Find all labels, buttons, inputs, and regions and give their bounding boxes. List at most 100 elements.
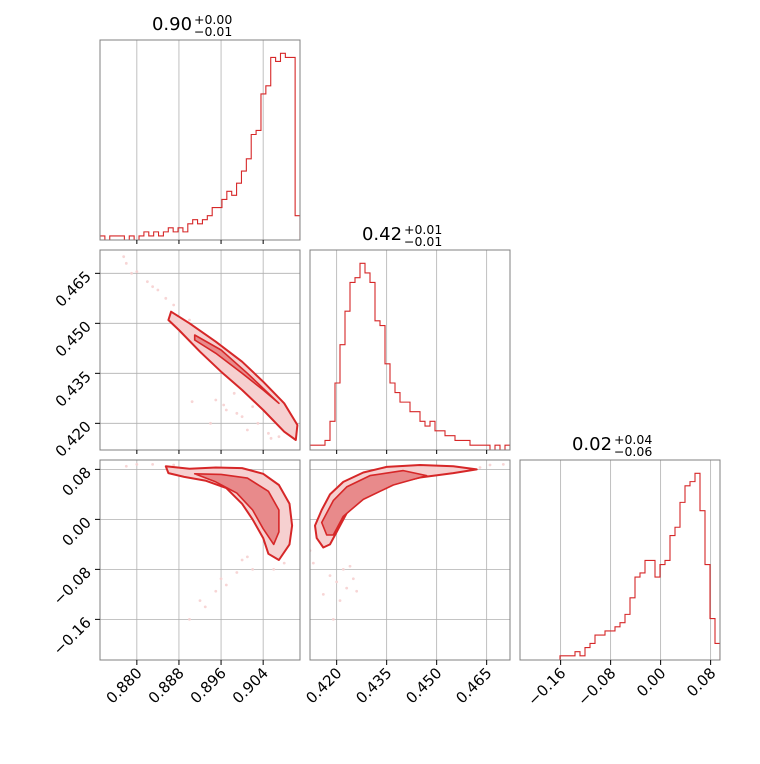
- x-tick-label: 0.465: [452, 664, 495, 707]
- x-tick-label: 0.00: [633, 664, 669, 700]
- sample-point: [198, 599, 202, 603]
- sample-point: [164, 296, 168, 300]
- sample-point: [219, 577, 223, 581]
- x-tick-label: 0.904: [229, 664, 272, 707]
- sample-point: [269, 436, 273, 440]
- sample-point: [235, 571, 239, 574]
- histogram-title-1: 0.42: [362, 224, 402, 245]
- panel-frame: [309, 459, 511, 661]
- sample-point: [341, 567, 345, 571]
- contour-inner: [193, 472, 280, 546]
- histogram-step-line: [100, 52, 300, 240]
- sample-point: [203, 605, 207, 609]
- sample-point: [355, 589, 359, 593]
- sample-point: [272, 567, 276, 571]
- sample-point: [351, 577, 355, 581]
- panel-frame: [519, 459, 721, 661]
- x-tick-label: −0.16: [524, 664, 569, 709]
- sample-point: [245, 555, 249, 559]
- sample-point: [156, 288, 160, 292]
- sample-point: [122, 255, 126, 259]
- sample-point: [135, 270, 139, 274]
- pair-panel-1-2: [310, 460, 510, 660]
- y-tick-label: 0.00: [58, 513, 94, 549]
- histogram-title-upper-2: +0.04: [614, 432, 652, 447]
- sample-point: [328, 574, 332, 578]
- panel-frame: [99, 39, 301, 241]
- histogram-title-lower-0: −0.01: [194, 24, 232, 39]
- sample-point: [145, 280, 149, 284]
- y-tick-label: −0.16: [50, 613, 95, 658]
- y-tick-label: −0.08: [50, 563, 95, 608]
- sample-point: [224, 408, 228, 412]
- y-tick-label: 0.465: [52, 267, 95, 310]
- x-tick-label: 0.880: [103, 664, 146, 707]
- contour-outer: [167, 310, 299, 441]
- sample-point: [232, 391, 236, 395]
- histogram-title-2: 0.02: [572, 434, 612, 455]
- sample-point: [188, 617, 191, 621]
- sample-point: [348, 564, 352, 568]
- sample-point: [245, 428, 249, 432]
- histogram-panel-2: 0.02 +0.04−0.06: [519, 432, 721, 661]
- histogram-panel-1: 0.42 +0.01−0.01: [309, 222, 511, 451]
- sample-point: [222, 403, 226, 407]
- sample-point: [151, 462, 155, 466]
- x-tick-label: −0.08: [574, 664, 619, 709]
- histogram-title-upper-1: +0.01: [404, 222, 442, 237]
- histogram-title-lower-1: −0.01: [404, 234, 442, 249]
- sample-point: [256, 421, 260, 425]
- sample-point: [251, 405, 255, 409]
- sample-point: [501, 462, 505, 466]
- sample-point: [240, 415, 244, 419]
- sample-point: [321, 592, 325, 596]
- sample-point: [135, 462, 139, 466]
- histogram-panel-0: 0.90 +0.00−0.01: [99, 12, 301, 241]
- panel-frame: [99, 459, 301, 661]
- sample-point: [214, 398, 218, 402]
- sample-point: [235, 411, 239, 415]
- contour-inner: [320, 469, 428, 536]
- panel-frame: [99, 249, 301, 451]
- sample-point: [214, 589, 218, 593]
- sample-point: [172, 303, 176, 307]
- histogram-title-upper-0: +0.00: [194, 12, 232, 27]
- pair-panel-0-2: [100, 460, 300, 660]
- sample-point: [188, 318, 191, 322]
- sample-point: [311, 561, 315, 565]
- histogram-step-line: [310, 262, 510, 450]
- sample-point: [478, 466, 482, 469]
- y-tick-label: 0.450: [52, 317, 95, 360]
- y-tick-label: 0.420: [52, 417, 95, 460]
- sample-point: [224, 583, 228, 587]
- x-tick-label: 0.888: [145, 664, 188, 707]
- sample-point: [338, 599, 342, 603]
- histogram-title-lower-2: −0.06: [614, 444, 652, 459]
- x-tick-label: 0.435: [352, 664, 395, 707]
- histogram-step-line: [520, 472, 720, 660]
- sample-point: [277, 435, 281, 439]
- sample-point: [124, 261, 128, 265]
- pair-panel-0-1: [100, 250, 300, 450]
- sample-point: [209, 421, 212, 425]
- sample-point: [240, 558, 244, 562]
- sample-point: [282, 561, 286, 565]
- sample-point: [172, 463, 176, 467]
- sample-point: [335, 580, 339, 584]
- sample-point: [267, 431, 270, 435]
- x-tick-label: 0.420: [302, 664, 345, 707]
- x-tick-label: 0.08: [683, 664, 719, 700]
- panel-frame: [309, 249, 511, 451]
- x-tick-label: 0.450: [402, 664, 445, 707]
- x-tick-label: 0.896: [187, 664, 230, 707]
- histogram-title-0: 0.90: [152, 14, 192, 35]
- y-tick-label: 0.435: [52, 367, 95, 410]
- sample-point: [331, 617, 335, 621]
- contour-inner: [193, 334, 280, 405]
- sample-point: [124, 464, 128, 468]
- sample-point: [151, 285, 155, 289]
- sample-point: [190, 400, 194, 404]
- sample-point: [488, 463, 492, 467]
